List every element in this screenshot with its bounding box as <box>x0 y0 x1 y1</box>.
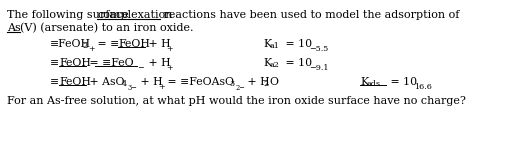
Text: + H: + H <box>145 58 171 68</box>
Text: K: K <box>360 77 368 87</box>
Text: a1: a1 <box>270 42 280 50</box>
Text: 4: 4 <box>122 80 127 88</box>
Text: +: + <box>158 83 165 91</box>
Text: (V) (arsenate) to an iron oxide.: (V) (arsenate) to an iron oxide. <box>20 23 193 33</box>
Text: −9.1: −9.1 <box>309 64 328 72</box>
Text: K: K <box>263 58 271 68</box>
Text: 2−: 2− <box>235 84 245 92</box>
Text: complexation: complexation <box>97 10 173 20</box>
Text: + H: + H <box>137 77 163 87</box>
Text: FeOH: FeOH <box>59 77 91 87</box>
Text: = ≡FeO: = ≡FeO <box>86 58 134 68</box>
Text: −5.5: −5.5 <box>309 45 328 53</box>
Text: + AsO: + AsO <box>86 77 125 87</box>
Text: FeOH: FeOH <box>59 58 91 68</box>
Text: ≡FeOH: ≡FeOH <box>50 39 91 49</box>
Text: 3−: 3− <box>128 84 138 92</box>
Text: +: + <box>166 45 173 53</box>
Text: ≡: ≡ <box>50 77 59 87</box>
Text: FeOH: FeOH <box>118 39 150 49</box>
Text: = 10: = 10 <box>282 58 312 68</box>
Text: +: + <box>88 45 94 53</box>
Text: = 10: = 10 <box>282 39 312 49</box>
Text: −: − <box>137 64 144 72</box>
Text: = 10: = 10 <box>387 77 417 87</box>
Text: + H: + H <box>244 77 270 87</box>
Text: +: + <box>166 64 173 72</box>
Text: As: As <box>7 23 21 33</box>
Text: ads: ads <box>367 80 381 88</box>
Text: ≡: ≡ <box>50 58 59 68</box>
Text: + H: + H <box>145 39 171 49</box>
Text: K: K <box>263 39 271 49</box>
Text: a2: a2 <box>270 61 280 69</box>
Text: 2: 2 <box>82 42 87 50</box>
Text: The following surface: The following surface <box>7 10 132 20</box>
Text: For an As-free solution, at what pH would the iron oxide surface have no charge?: For an As-free solution, at what pH woul… <box>7 96 466 106</box>
Text: = ≡FeOAsO: = ≡FeOAsO <box>164 77 234 87</box>
Text: O: O <box>269 77 278 87</box>
Text: = ≡: = ≡ <box>94 39 119 49</box>
Text: 3: 3 <box>229 80 234 88</box>
Text: 16.6: 16.6 <box>414 83 432 91</box>
Text: 2: 2 <box>263 80 268 88</box>
Text: reactions have been used to model the adsorption of: reactions have been used to model the ad… <box>160 10 460 20</box>
